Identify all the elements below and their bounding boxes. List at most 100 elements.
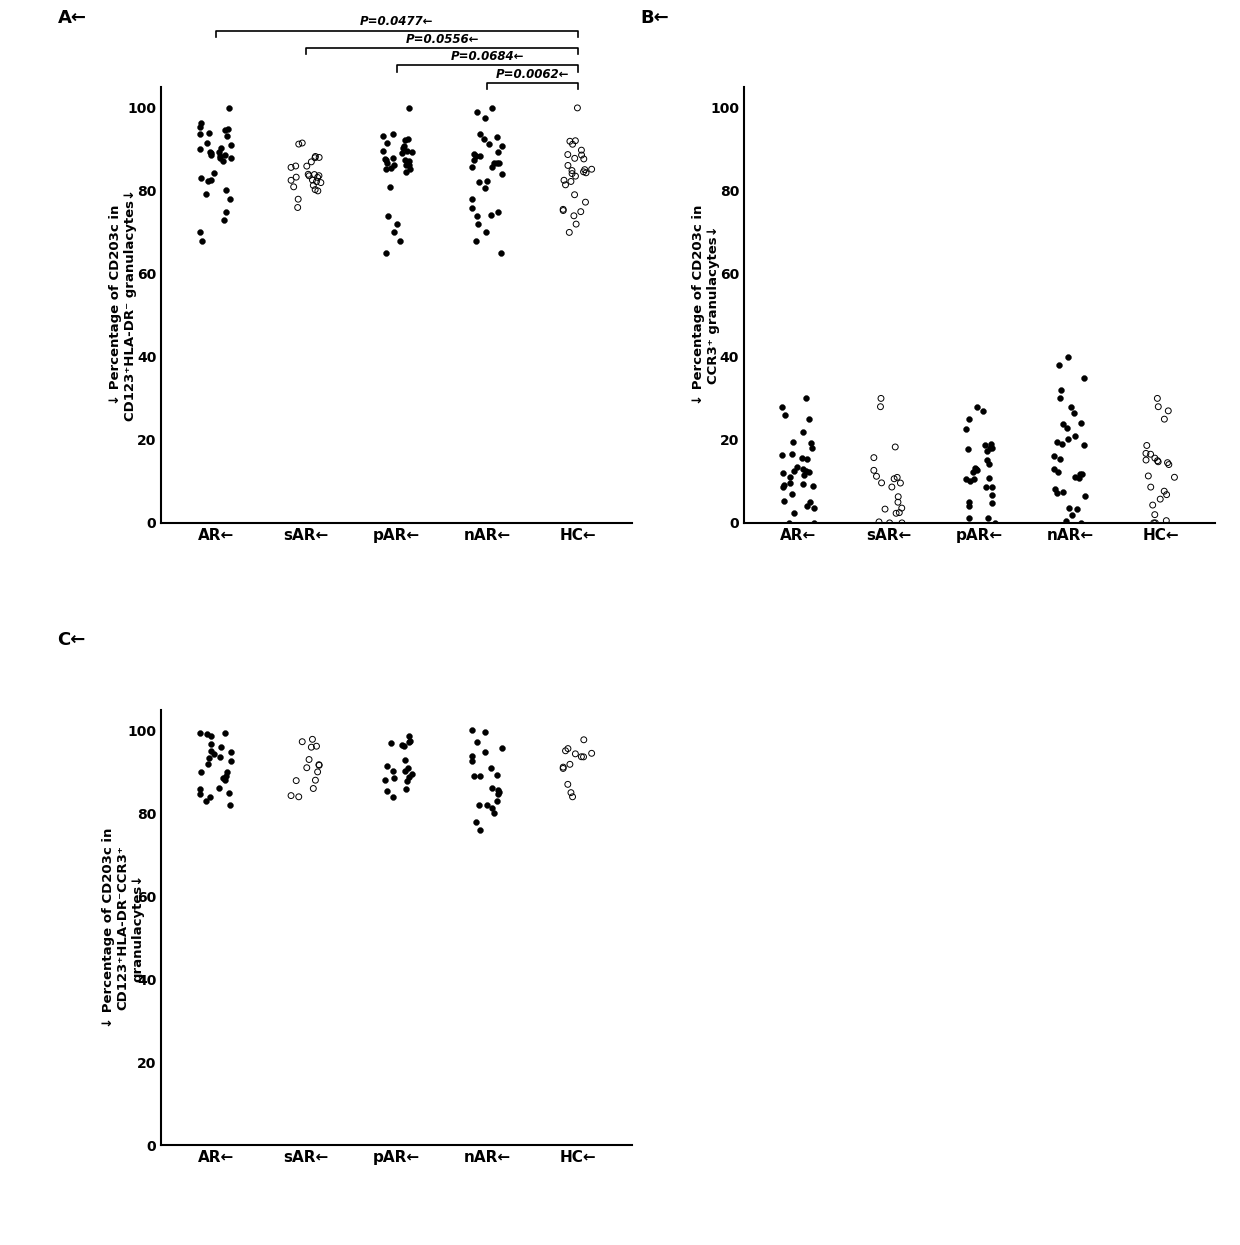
- Point: [796, 462, 816, 482]
- Point: [293, 732, 312, 752]
- Point: [200, 748, 219, 768]
- Point: [1064, 402, 1084, 422]
- Point: [285, 156, 305, 176]
- Point: [281, 171, 301, 190]
- Point: [381, 732, 401, 752]
- Point: [398, 758, 418, 778]
- Point: [215, 120, 234, 139]
- Point: [480, 134, 500, 154]
- Point: [1065, 426, 1085, 446]
- Point: [381, 177, 401, 197]
- Point: [394, 131, 414, 151]
- Text: P=0.0684←: P=0.0684←: [450, 50, 525, 63]
- Point: [384, 154, 404, 174]
- Point: [482, 798, 502, 818]
- Point: [975, 435, 994, 454]
- Point: [867, 467, 887, 487]
- Point: [205, 163, 224, 183]
- Point: [396, 151, 415, 171]
- Point: [960, 472, 980, 492]
- Point: [1147, 451, 1167, 471]
- Point: [980, 468, 999, 488]
- Point: [492, 164, 512, 184]
- Point: [288, 198, 308, 218]
- Point: [802, 438, 822, 458]
- Point: [973, 401, 993, 421]
- Point: [377, 782, 397, 802]
- Point: [467, 205, 487, 225]
- Point: [301, 737, 321, 757]
- Point: [196, 184, 216, 204]
- Point: [398, 128, 418, 148]
- Point: [403, 142, 423, 162]
- Point: [1053, 482, 1073, 502]
- Point: [299, 749, 319, 769]
- Point: [221, 751, 241, 771]
- Point: [1075, 436, 1095, 456]
- Point: [782, 484, 802, 504]
- Point: [875, 499, 895, 519]
- Point: [399, 151, 419, 171]
- Text: P=0.0062←: P=0.0062←: [496, 67, 569, 81]
- Point: [980, 438, 999, 458]
- Point: [201, 733, 221, 753]
- Point: [476, 171, 496, 190]
- Point: [892, 513, 911, 533]
- Point: [216, 179, 236, 199]
- Point: [191, 138, 211, 158]
- Point: [1050, 449, 1070, 469]
- Point: [221, 148, 241, 168]
- Point: [461, 198, 481, 218]
- Point: [560, 172, 580, 192]
- Point: [482, 98, 502, 118]
- Y-axis label: ↓ Percentage of CD203c in
CD123⁺HLA-DR⁻ granulacytes↓: ↓ Percentage of CD203c in CD123⁺HLA-DR⁻ …: [109, 189, 138, 421]
- Point: [210, 142, 229, 162]
- Point: [888, 492, 908, 512]
- Point: [885, 437, 905, 457]
- Point: [485, 153, 505, 173]
- Point: [377, 153, 397, 173]
- Point: [864, 448, 884, 468]
- Point: [1137, 436, 1157, 456]
- Point: [773, 446, 792, 466]
- Point: [967, 397, 987, 417]
- Point: [1164, 467, 1184, 487]
- Point: [556, 174, 575, 194]
- Point: [1157, 510, 1177, 530]
- Point: [487, 791, 507, 810]
- Point: [572, 747, 591, 767]
- Point: [299, 166, 319, 186]
- Point: [475, 108, 495, 128]
- Point: [1058, 418, 1078, 438]
- Point: [1050, 388, 1070, 408]
- Point: [565, 166, 585, 186]
- Point: [212, 138, 232, 158]
- Point: [384, 223, 404, 243]
- Point: [200, 123, 219, 143]
- Point: [467, 732, 487, 752]
- Point: [884, 469, 904, 489]
- Point: [1058, 430, 1078, 449]
- Point: [1045, 479, 1065, 499]
- Point: [864, 461, 884, 481]
- Point: [221, 189, 241, 209]
- Point: [293, 133, 312, 153]
- Point: [296, 758, 316, 778]
- Point: [201, 144, 221, 164]
- Point: [959, 508, 978, 528]
- Point: [216, 202, 236, 222]
- Point: [568, 98, 588, 118]
- Point: [1143, 496, 1163, 515]
- Point: [397, 778, 417, 798]
- Point: [890, 473, 910, 493]
- Point: [978, 508, 998, 528]
- Point: [376, 149, 396, 169]
- Point: [795, 466, 815, 486]
- Point: [215, 146, 234, 166]
- Point: [1136, 443, 1156, 463]
- Point: [399, 731, 419, 751]
- Point: [1154, 410, 1174, 430]
- Point: [490, 782, 510, 802]
- Point: [399, 156, 419, 176]
- Point: [387, 214, 407, 234]
